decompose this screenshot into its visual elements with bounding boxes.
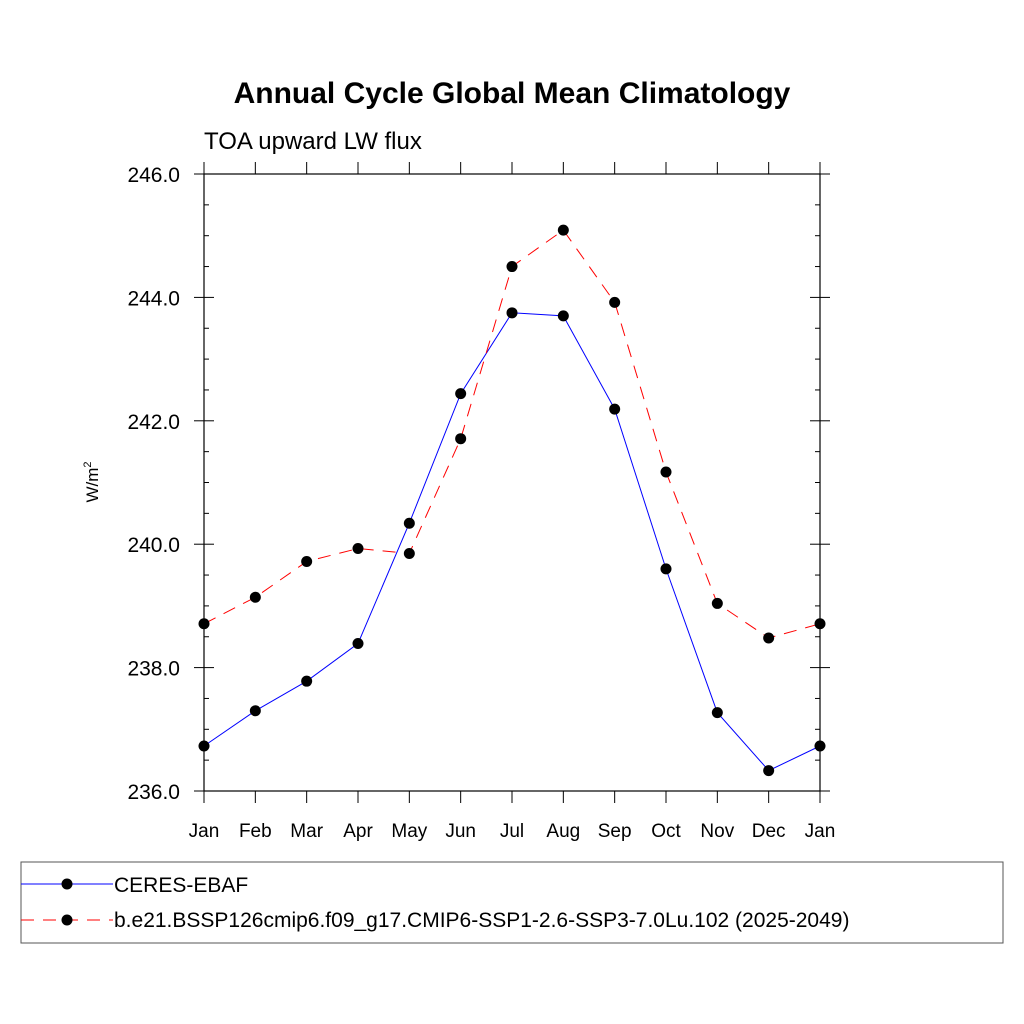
x-tick-label: May <box>391 821 427 842</box>
y-axis-label: W/m2 <box>82 461 102 502</box>
data-point-series-0 <box>249 705 261 717</box>
data-point-series-0 <box>301 675 313 687</box>
legend-box <box>20 861 1004 944</box>
chart-title: Annual Cycle Global Mean Climatology <box>234 77 791 110</box>
x-tick-label: Jan <box>805 821 836 842</box>
y-tick-labels: 236.0 238.0 240.0 242.0 244.0 246.0 <box>127 164 180 804</box>
data-point-series-1 <box>403 547 415 559</box>
y-tick-label: 244.0 <box>127 287 180 310</box>
x-tick-label: Nov <box>700 821 734 842</box>
data-point-series-0 <box>352 638 364 650</box>
y-tick-label: 246.0 <box>127 164 180 187</box>
y-tick-label: 240.0 <box>127 534 180 557</box>
data-point-series-0 <box>403 517 415 529</box>
x-tick-label: Dec <box>752 821 786 842</box>
x-tick-labels: Jan Feb Mar Apr May Jun Jul Aug Sep Oct Nov Dec Jan <box>189 821 836 842</box>
data-point-series-0 <box>660 563 672 575</box>
y-axis-label-superscript: 2 <box>82 461 94 467</box>
data-point-series-0 <box>506 307 518 319</box>
legend: CERES-EBAF b.e21.BSSP126cmip6.f09_g17.CM… <box>20 861 1004 944</box>
y-axis-label-text: W/m <box>83 468 102 503</box>
x-tick-label: Jul <box>500 821 524 842</box>
data-point-series-0 <box>814 740 826 752</box>
data-point-series-1 <box>198 618 210 630</box>
data-point-series-1 <box>249 591 261 603</box>
series-line-0 <box>203 312 821 772</box>
data-point-series-0 <box>609 403 621 415</box>
x-tick-label: Apr <box>343 821 373 842</box>
data-point-series-1 <box>301 555 313 567</box>
data-point-series-1 <box>660 466 672 478</box>
data-point-series-0 <box>557 310 569 322</box>
data-point-series-1 <box>711 597 723 609</box>
x-tick-label: Mar <box>290 821 323 842</box>
x-tick-label: Oct <box>651 821 681 842</box>
x-tick-label: Feb <box>239 821 272 842</box>
chart-subtitle: TOA upward LW flux <box>204 128 422 155</box>
data-point-series-1 <box>352 543 364 555</box>
legend-marker-model <box>61 914 73 926</box>
data-point-series-1 <box>455 433 467 445</box>
series-line-1 <box>203 229 821 639</box>
data-point-series-1 <box>506 261 518 273</box>
legend-label-ceres: CERES-EBAF <box>114 874 248 897</box>
data-point-series-1 <box>814 618 826 630</box>
axis-ticks <box>194 162 830 803</box>
y-tick-label: 238.0 <box>127 658 180 681</box>
data-point-series-1 <box>557 224 569 236</box>
x-tick-label: Jan <box>189 821 220 842</box>
y-tick-label: 242.0 <box>127 411 180 434</box>
data-point-series-0 <box>763 765 775 777</box>
data-point-series-1 <box>763 632 775 644</box>
legend-label-model: b.e21.BSSP126cmip6.f09_g17.CMIP6-SSP1-2.… <box>114 909 849 932</box>
series-layer <box>198 224 826 777</box>
x-tick-label: Jun <box>445 821 476 842</box>
data-point-series-0 <box>198 740 210 752</box>
svg-text:W/m2: W/m2 <box>82 461 102 502</box>
data-point-series-0 <box>711 707 723 719</box>
x-tick-label: Aug <box>546 821 580 842</box>
data-point-series-0 <box>455 388 467 400</box>
x-tick-label: Sep <box>598 821 632 842</box>
legend-marker-ceres <box>61 878 73 890</box>
y-tick-label: 236.0 <box>127 781 180 804</box>
data-point-series-1 <box>609 296 621 308</box>
